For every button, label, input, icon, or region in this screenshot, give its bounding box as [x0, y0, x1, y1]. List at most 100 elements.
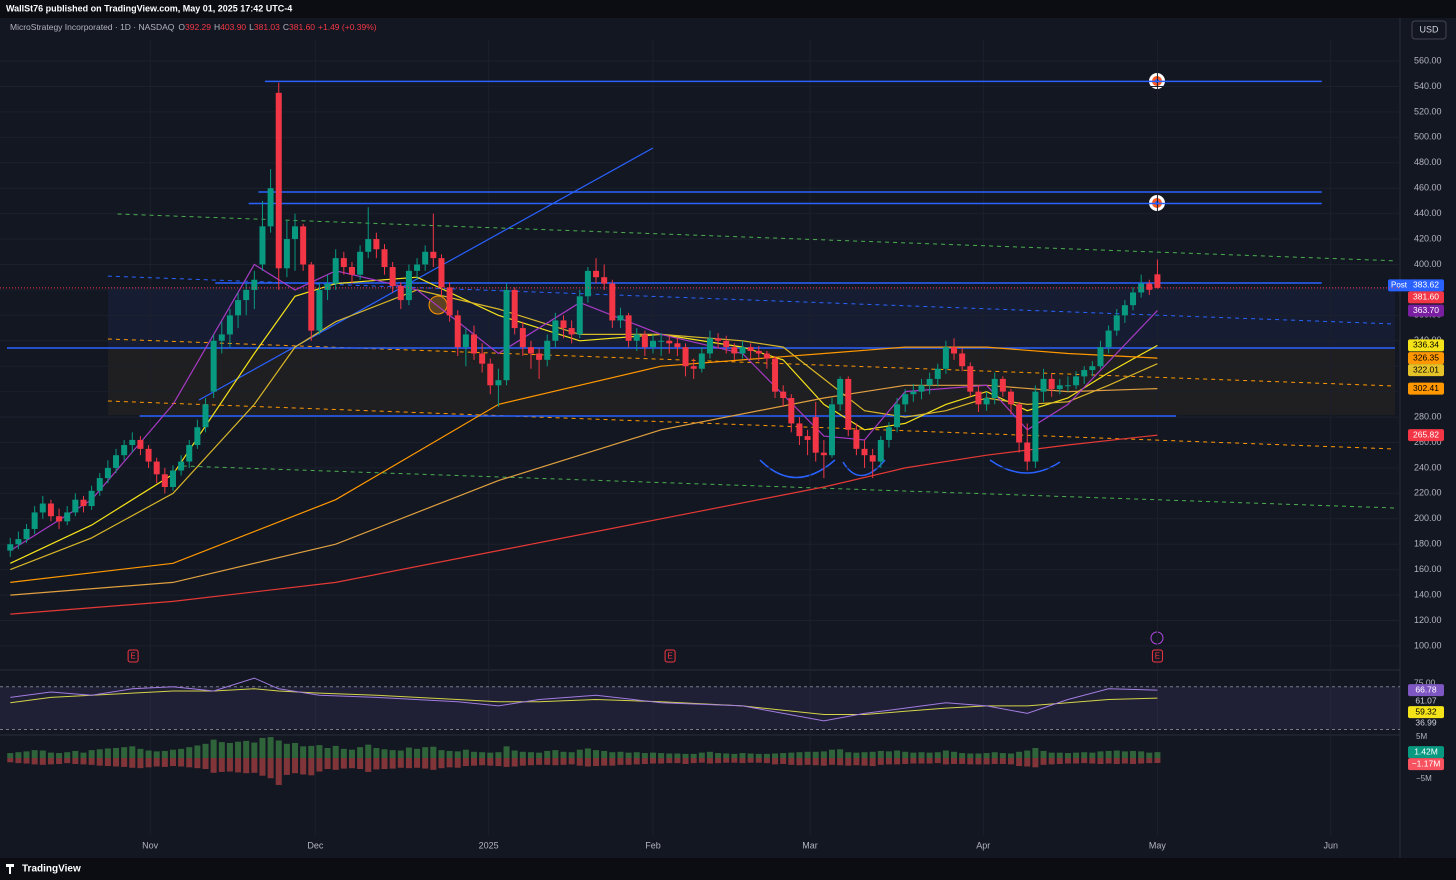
volume-bar	[324, 748, 331, 759]
volume-bar	[397, 758, 404, 768]
volume-bar	[169, 749, 176, 759]
y-tick-label: 220.00	[1414, 488, 1442, 498]
candle-body	[983, 397, 990, 405]
candle-body	[153, 461, 160, 475]
candle-body	[1154, 274, 1161, 288]
volume-bar	[373, 758, 380, 770]
volume-bar	[617, 758, 624, 765]
volume-bar	[617, 751, 624, 759]
candle-body	[259, 226, 266, 265]
candle-body	[226, 315, 233, 335]
pattern-arc	[989, 459, 1061, 474]
price-chip-label: 36.99	[1415, 717, 1437, 727]
volume-bar	[31, 750, 38, 759]
candle-body	[853, 429, 860, 449]
rsi-line	[10, 677, 1158, 722]
volume-bar	[861, 752, 868, 759]
pattern-arc	[759, 459, 836, 479]
candle-body	[1113, 315, 1120, 331]
volume-bar	[837, 758, 844, 766]
volume-bar	[641, 758, 648, 764]
trend-line	[107, 400, 1396, 450]
volume-bar	[723, 758, 730, 763]
y-tick-label: 420.00	[1414, 233, 1442, 243]
y-tick-label: 160.00	[1414, 564, 1442, 574]
volume-bar	[885, 751, 892, 759]
candle-body	[1073, 376, 1080, 386]
volume-bar	[877, 758, 884, 765]
chart-title: MicroStrategy Incorporated · 1D · NASDAQ…	[10, 22, 377, 32]
footer	[0, 858, 1456, 880]
candle-body	[129, 439, 136, 446]
price-chip-label: 363.70	[1413, 305, 1439, 315]
volume-bar	[153, 758, 160, 767]
volume-bar	[649, 758, 656, 764]
price-chip	[1408, 429, 1444, 442]
volume-bar	[1113, 758, 1120, 764]
y-tick-label: 260.00	[1414, 437, 1442, 447]
volume-bar	[430, 746, 437, 759]
candle-body	[1064, 385, 1071, 387]
volume-bar	[80, 758, 87, 765]
volume-bar	[316, 758, 323, 772]
candle-body	[1024, 442, 1031, 462]
candle-body	[1056, 385, 1063, 390]
candle-body	[316, 289, 323, 331]
volume-bar	[430, 758, 437, 770]
volume-bar	[243, 758, 250, 774]
x-tick-label: Jun	[1323, 840, 1338, 850]
candle-body	[885, 427, 892, 440]
candle-body	[1130, 292, 1137, 306]
price-chip-label: −1.17M	[1412, 758, 1441, 768]
candle-body	[625, 315, 632, 341]
volume-bar	[340, 758, 347, 769]
volume-bar	[902, 758, 909, 764]
volume-bar	[495, 758, 502, 767]
candle-body	[1016, 404, 1023, 443]
y-tick-label: 540.00	[1414, 81, 1442, 91]
volume-bar	[527, 758, 534, 766]
candle-body	[828, 404, 835, 456]
candle-body	[715, 338, 722, 341]
volume-bar	[633, 752, 640, 759]
volume-bar	[316, 745, 323, 759]
currency-box[interactable]	[1411, 20, 1447, 40]
candle-body	[934, 368, 941, 379]
volume-bar	[544, 758, 551, 765]
event-label: E	[667, 652, 672, 661]
volume-bar	[649, 752, 656, 759]
volume-bar	[552, 758, 559, 766]
price-chip	[1408, 352, 1444, 365]
volume-bar	[129, 758, 136, 768]
y-tick-label: 520.00	[1414, 106, 1442, 116]
volume-bar	[1073, 752, 1080, 759]
candle-body	[446, 287, 453, 316]
candle-body	[991, 378, 998, 398]
volume-bar	[942, 750, 949, 759]
volume-bar	[405, 758, 412, 769]
candle-body	[39, 503, 46, 513]
y-tick-label: 180.00	[1414, 539, 1442, 549]
symbol: MicroStrategy Incorporated · 1D · NASDAQ	[10, 22, 175, 32]
volume-bar	[39, 750, 46, 759]
rsi-ma-line	[10, 688, 1158, 715]
volume-bar	[80, 752, 87, 759]
volume-bar	[210, 758, 217, 773]
volume-bar	[235, 758, 242, 773]
candle-body	[1007, 391, 1014, 405]
volume-bar	[519, 751, 526, 759]
volume-bar	[39, 758, 46, 765]
candle-body	[397, 286, 404, 301]
trend-line	[107, 275, 1396, 325]
volume-bar	[251, 758, 258, 773]
volume-bar	[210, 739, 217, 759]
price-chip-label: 265.82	[1413, 429, 1439, 439]
volume-bar	[853, 758, 860, 766]
candle-body	[560, 320, 567, 329]
volume-bar	[104, 748, 111, 759]
candle-body	[267, 188, 274, 227]
candle-body	[381, 249, 388, 268]
volume-bar	[861, 758, 868, 766]
volume-bar	[926, 758, 933, 764]
volume-bar	[381, 758, 388, 770]
